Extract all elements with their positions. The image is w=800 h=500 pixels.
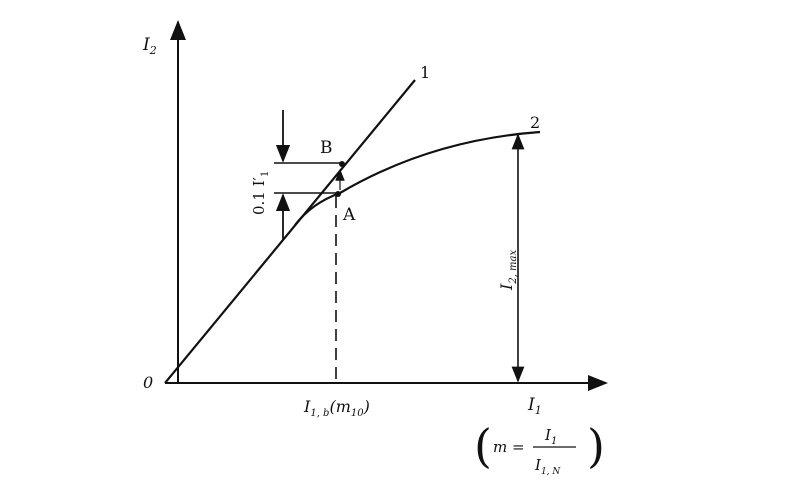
- svg-text:I1: I1: [544, 426, 557, 447]
- svg-text:(: (: [474, 419, 492, 473]
- curve-2: [294, 130, 541, 226]
- x-axis-label: I1: [527, 395, 542, 417]
- svg-text:): ): [587, 419, 605, 473]
- curve-1-line: [164, 79, 416, 384]
- point-a-label: A: [342, 205, 356, 225]
- curve-1-label: 1: [420, 63, 430, 82]
- curve-2-label: 2: [530, 113, 540, 132]
- origin-label: 0: [143, 373, 153, 392]
- i1b-label: I1, b(m10): [303, 397, 370, 419]
- y-axis-label: I2: [142, 35, 157, 57]
- point-b-label: B: [320, 138, 333, 158]
- svg-text:m =: m =: [493, 438, 525, 456]
- point-b: [339, 161, 345, 167]
- delta-label: 0.1 I′1: [250, 171, 271, 215]
- m-formula: ( ) m = I1 I1, N: [474, 419, 605, 477]
- i2max-label: I2, max: [497, 250, 519, 291]
- point-a: [335, 191, 341, 197]
- svg-text:I1, N: I1, N: [534, 456, 561, 477]
